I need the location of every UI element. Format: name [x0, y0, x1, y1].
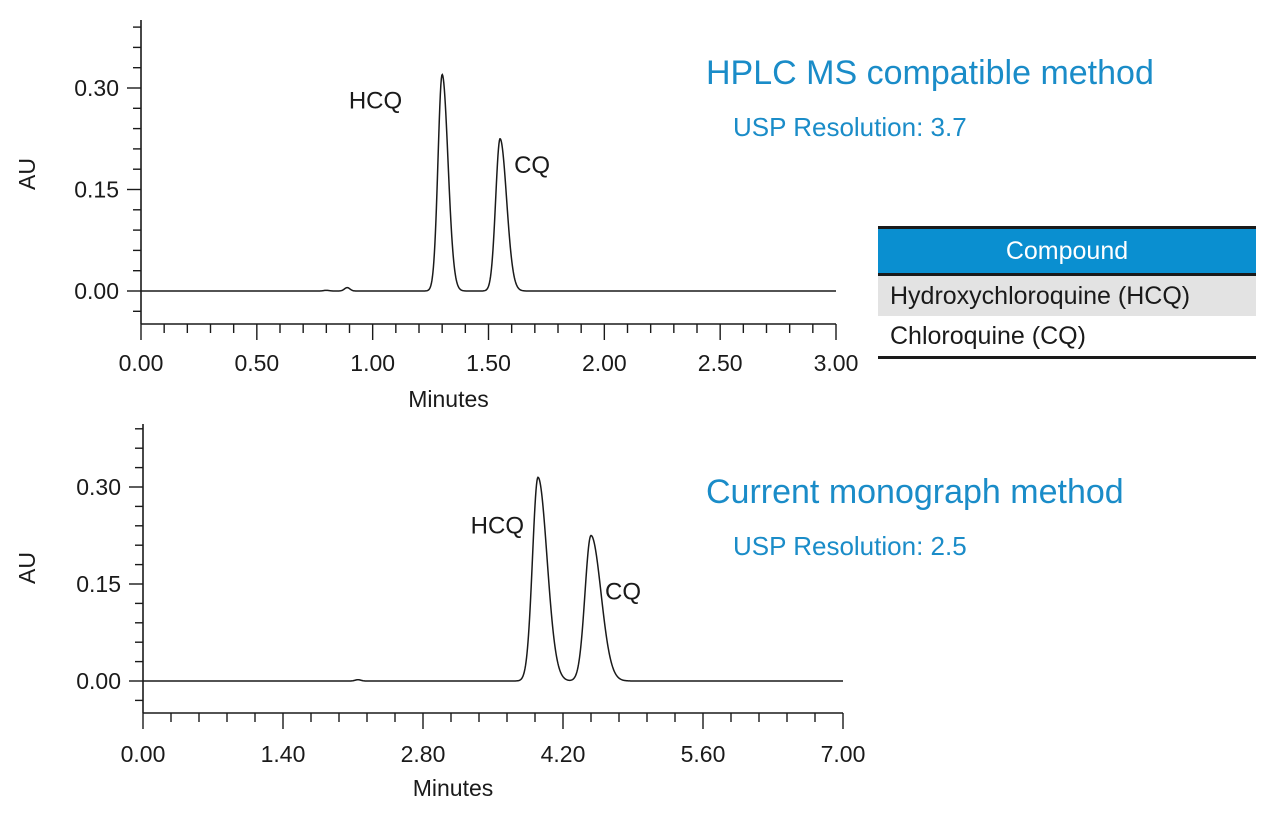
peak-label: HCQ: [471, 512, 524, 539]
compound-cq: Chloroquine (CQ): [890, 321, 1086, 350]
x-tick-label: 3.00: [814, 350, 859, 376]
compound-table-row: Chloroquine (CQ): [878, 316, 1256, 358]
top-method-title: HPLC MS compatible method: [706, 54, 1154, 92]
y-axis-label: AU: [14, 158, 40, 190]
peak-label: CQ: [605, 579, 641, 606]
compound-table-header: Compound: [878, 227, 1256, 276]
x-tick-label: 1.50: [466, 350, 511, 376]
chromatogram-trace: [141, 73, 836, 292]
x-tick-label: 0.00: [119, 350, 164, 376]
x-tick-label: 0.50: [234, 350, 279, 376]
x-tick-label: 1.00: [350, 350, 395, 376]
compound-hcq: Hydroxychloroquine (HCQ): [878, 274, 1256, 316]
compound-table-header-row: Compound: [878, 227, 1256, 276]
bottom-method-resolution: USP Resolution: 2.5: [733, 531, 967, 561]
peak-label: CQ: [514, 152, 550, 179]
y-tick-label: 0.00: [74, 278, 119, 304]
x-tick-label: 7.00: [821, 741, 866, 767]
x-tick-label: 5.60: [681, 741, 726, 767]
peak-label: HCQ: [349, 87, 402, 114]
y-tick-label: 0.30: [74, 75, 119, 101]
x-tick-label: 2.80: [401, 741, 446, 767]
compound-table: Compound Hydroxychloroquine (HCQ) Chloro…: [878, 226, 1256, 359]
chromatogram-trace: [143, 476, 843, 682]
x-axis-label: Minutes: [413, 775, 494, 801]
y-tick-label: 0.30: [76, 474, 121, 500]
x-axis-label: Minutes: [408, 386, 489, 412]
top-method-resolution: USP Resolution: 3.7: [733, 112, 967, 142]
bottom-method-title: Current monograph method: [706, 473, 1124, 511]
y-tick-label: 0.15: [76, 571, 121, 597]
x-tick-label: 2.00: [582, 350, 627, 376]
chromatogram-panel-bottom: 0.00 0.15 0.30 0.00 1.40 2.80 4.20 5.60 7.00 Minu…: [14, 424, 865, 801]
x-tick-label: 2.50: [698, 350, 743, 376]
x-tick-label: 4.20: [541, 741, 586, 767]
y-tick-label: 0.00: [76, 668, 121, 694]
y-axis-label: AU: [14, 552, 40, 584]
chromatogram-panel-top: 0.00 0.15 0.30 0.00 0.50 1.00 1.50 2.00 2.50 3.00…: [14, 20, 858, 412]
x-tick-label: 0.00: [121, 741, 166, 767]
x-tick-label: 1.40: [261, 741, 306, 767]
compound-table-row: Hydroxychloroquine (HCQ): [878, 274, 1256, 316]
y-tick-label: 0.15: [74, 177, 119, 203]
